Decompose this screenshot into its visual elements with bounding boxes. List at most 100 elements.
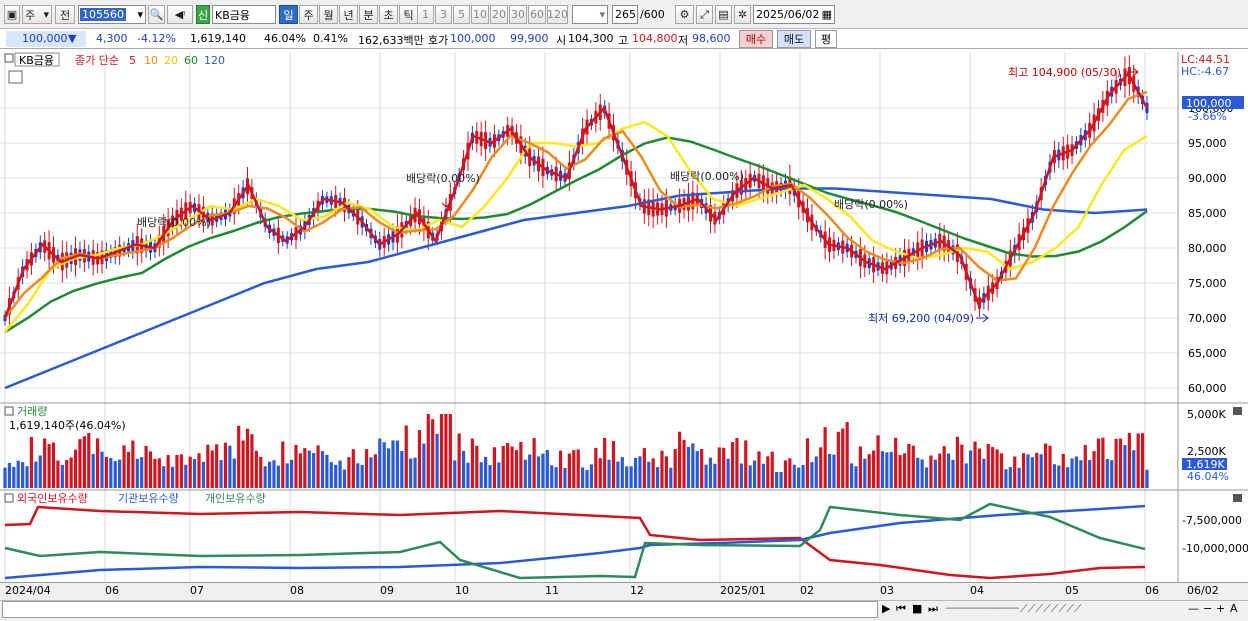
x-tick: 06 [1145,584,1159,597]
zoom-slider[interactable]: ─────────── [946,602,1019,615]
drawing-tools-icon[interactable]: ⟋⟋⟋⟋⟋⟋⟋⟋ [1020,602,1082,615]
volume-bar [783,460,788,488]
volume-bar [1145,469,1149,488]
volume-bar [598,458,602,488]
date-field[interactable]: 2025/06/02 ▦ [753,5,835,24]
volume-title: 거래량 [17,405,47,418]
foreign-holding-title: 외국인보유수량 [17,492,88,505]
auto-scale-icon[interactable]: A [1230,602,1238,615]
volume-bar [810,462,814,488]
sell-button[interactable]: 매도 [777,30,811,48]
tool-icon[interactable]: ⚙ [675,5,694,24]
interval-tab-0[interactable]: 1 [417,5,434,24]
interval-tab-4[interactable]: 20 [490,5,508,24]
tab-3[interactable]: 년 [339,5,358,24]
period-dropdown[interactable]: 주 ▾ [22,5,52,24]
current-price-tag [1182,96,1244,109]
chart-scrollbar[interactable] [2,601,878,618]
buy-button[interactable]: 매수 [739,30,773,48]
close-panel-icon[interactable] [1233,494,1242,502]
calendar-icon[interactable]: ▦ [821,8,832,21]
volume-bar [373,454,377,488]
volume-bar [876,435,880,488]
first-icon[interactable]: ⏮ [896,602,906,615]
tab-5[interactable]: 초 [379,5,398,24]
tab-4[interactable]: 분 [359,5,378,24]
tab-2[interactable]: 월 [319,5,338,24]
volume-bar [1061,453,1065,488]
volume-bar [929,455,933,488]
save-icon[interactable]: ▤ [715,5,732,24]
volume-bar [25,466,29,488]
panel-icon[interactable] [4,493,14,503]
interval-tab-7[interactable]: 120 [547,5,568,24]
interval-tab-1[interactable]: 3 [435,5,452,24]
tab-6[interactable]: 틱 [399,5,418,24]
volume-bar [581,467,585,488]
holding-tick-high: -7,500,000 [1182,514,1242,527]
volume-bar [166,455,170,488]
panel-icon[interactable] [4,53,14,63]
close-panel-icon[interactable] [1233,407,1242,415]
volume-bar [589,464,594,488]
count-input[interactable]: 265 [612,5,638,24]
tab-0[interactable]: 일 [279,5,298,24]
stock-chart[interactable]: 60,000 65,000 70,000 75,000 80,000 85,000 90,0… [0,50,1248,600]
stock-name-field[interactable]: KB금융 [212,5,276,24]
volume-bar [417,430,422,488]
individual-holding-title: 개인보유수량 [205,492,266,505]
prev-button[interactable]: 전 [55,5,75,24]
panel-icon[interactable] [4,406,14,416]
volume-bar [1066,467,1070,488]
volume-info: 1,619,140주(46.04%) [9,419,126,432]
code-field[interactable]: 105560 ▾ [78,5,146,24]
volume-bar [192,459,197,488]
last-icon[interactable]: ⏭ [928,602,938,615]
interval-tab-3[interactable]: 10 [471,5,489,24]
interval-input[interactable]: ▾ [572,5,608,24]
zoom-out-icon[interactable]: — [1188,602,1199,615]
eval-button[interactable]: 평 [815,30,837,48]
lc-value: LC:44.51 [1181,53,1230,66]
volume-bar [625,466,629,488]
zoom-reset-icon[interactable]: − [1203,602,1213,615]
stop-icon[interactable]: ■ [912,602,923,615]
volume-bar [338,460,342,488]
volume-bar [779,471,783,488]
zoom-in-icon[interactable]: + [1216,602,1226,615]
x-tick: 05 [1065,584,1079,597]
gear-icon[interactable]: ✲ [734,5,751,24]
volume-bar [880,451,885,488]
price-tick: 70,000 [1188,312,1227,325]
interval-tab-2[interactable]: 5 [453,5,470,24]
volume-bar [360,464,364,488]
credit-badge[interactable]: 신 [196,5,210,24]
volume-bar [907,443,911,488]
table-icon[interactable] [8,70,23,84]
search-icon[interactable]: 🔍 [148,5,165,24]
volume-bar [554,467,558,488]
volume-bar [387,448,391,488]
volume-bar [691,443,695,488]
scale-icon[interactable]: ⤢ [696,5,713,24]
volume-bar [960,444,964,488]
scroll-right-icon[interactable]: ▶ [882,602,891,615]
volume-bar [1079,460,1083,488]
x-tick: 07 [190,584,204,597]
high-price: 104,800 [632,32,678,45]
price-tick: 80,000 [1188,242,1227,255]
interval-tab-5[interactable]: 30 [509,5,527,24]
volume-bar [1030,457,1034,488]
sound-icon[interactable]: ◀ᵎ [167,5,193,24]
price-tick: 65,000 [1188,347,1227,360]
volume-bar [382,442,386,488]
volume-bar [492,447,497,488]
chart-background [0,50,1248,582]
window-icon[interactable]: ▣ [4,5,20,24]
interval-tab-6[interactable]: 60 [528,5,546,24]
price-tick: 75,000 [1188,277,1227,290]
tab-1[interactable]: 주 [299,5,318,24]
price-tick: 85,000 [1188,207,1227,220]
volume-bar [955,436,960,488]
volume-bar [836,431,840,488]
